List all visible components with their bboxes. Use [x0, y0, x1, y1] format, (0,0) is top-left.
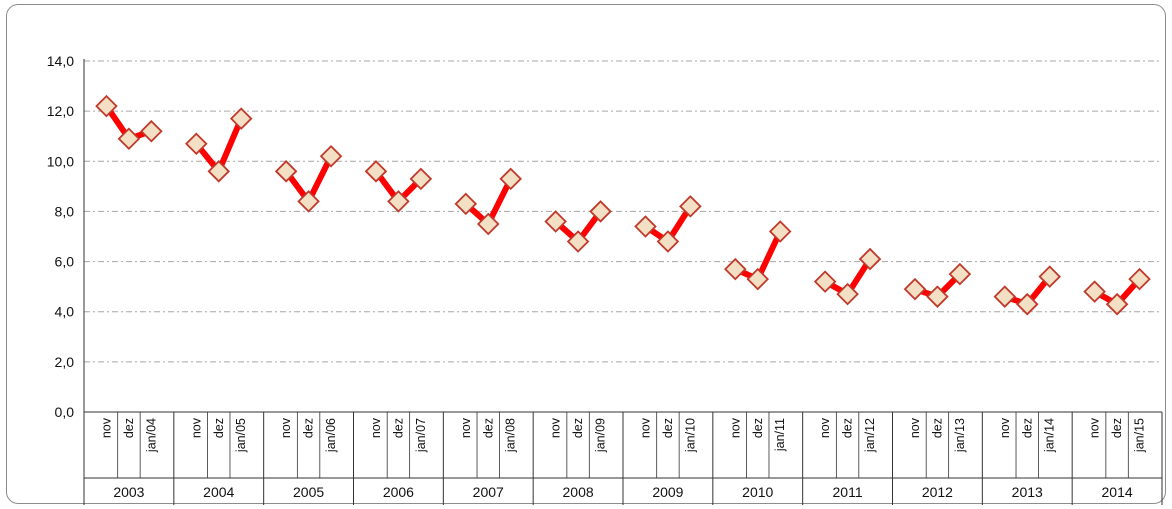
- data-point: [836, 282, 859, 306]
- y-tick-label: 0,0: [55, 404, 75, 420]
- x-tick-label: jan/12: [863, 418, 877, 453]
- x-tick-label: nov: [908, 417, 922, 438]
- data-point: [544, 210, 567, 233]
- year-label: 2003: [113, 484, 144, 500]
- x-tick-label: jan/05: [234, 418, 248, 453]
- y-tick-label: 12,0: [47, 103, 74, 119]
- x-tick-label: nov: [99, 417, 113, 438]
- data-point: [656, 230, 680, 253]
- x-tick-label: nov: [818, 417, 832, 438]
- data-point: [1015, 292, 1039, 316]
- data-point: [1083, 280, 1106, 303]
- x-tick-label: nov: [998, 417, 1012, 438]
- x-tick-label: dez: [751, 418, 765, 438]
- y-tick-label: 14,0: [47, 53, 74, 69]
- year-label: 2014: [1102, 484, 1133, 500]
- year-label: 2009: [652, 484, 683, 500]
- x-tick-label: dez: [302, 418, 316, 438]
- x-tick-label: jan/14: [1043, 418, 1057, 453]
- data-point: [95, 94, 118, 118]
- year-label: 2010: [742, 484, 773, 500]
- year-label: 2007: [473, 484, 504, 500]
- data-point: [499, 167, 522, 191]
- data-point: [185, 132, 208, 156]
- x-tick-label: jan/11: [773, 418, 787, 452]
- data-point: [364, 160, 388, 183]
- data-point: [1038, 265, 1061, 288]
- y-tick-label: 2,0: [55, 354, 75, 370]
- data-point: [634, 215, 657, 238]
- x-tick-label: dez: [1110, 418, 1124, 438]
- data-point: [679, 195, 702, 218]
- data-point: [387, 190, 410, 213]
- data-point: [476, 212, 500, 236]
- y-tick-label: 6,0: [55, 254, 75, 270]
- x-tick-label: nov: [369, 417, 383, 438]
- y-tick-label: 4,0: [55, 304, 75, 320]
- x-tick-label: nov: [189, 417, 203, 438]
- x-tick-label: jan/13: [953, 418, 967, 453]
- data-point: [409, 167, 433, 191]
- year-label: 2012: [922, 484, 953, 500]
- data-point: [813, 270, 837, 293]
- data-point: [140, 119, 163, 143]
- data-point: [454, 192, 478, 216]
- data-point: [948, 262, 972, 286]
- chart-frame: [6, 4, 1166, 504]
- data-point: [1105, 292, 1129, 316]
- x-tick-label: dez: [391, 418, 405, 438]
- x-tick-label: jan/07: [414, 418, 428, 453]
- data-point: [993, 285, 1017, 308]
- x-tick-label: dez: [212, 418, 226, 438]
- data-point: [117, 127, 141, 150]
- y-tick-label: 8,0: [55, 203, 75, 219]
- data-point: [903, 277, 927, 301]
- data-point: [926, 285, 949, 308]
- data-point: [274, 160, 298, 183]
- x-tick-label: nov: [459, 417, 473, 438]
- data-point: [746, 267, 770, 291]
- year-label: 2008: [563, 484, 594, 500]
- data-point: [229, 107, 253, 130]
- x-tick-label: dez: [481, 418, 495, 438]
- x-tick-label: jan/08: [504, 418, 518, 453]
- data-point: [589, 200, 612, 223]
- data-point: [319, 144, 343, 168]
- x-tick-label: jan/04: [144, 418, 158, 453]
- year-label: 2011: [833, 484, 863, 500]
- data-point: [566, 230, 590, 253]
- year-label: 2013: [1012, 484, 1043, 500]
- x-tick-label: jan/15: [1133, 418, 1147, 453]
- x-tick-label: nov: [549, 417, 563, 438]
- x-tick-label: dez: [571, 418, 585, 438]
- x-tick-label: dez: [930, 418, 944, 438]
- x-tick-label: jan/10: [683, 418, 697, 453]
- x-tick-label: jan/06: [324, 418, 338, 453]
- x-tick-label: jan/09: [594, 418, 608, 453]
- x-tick-label: nov: [638, 417, 652, 438]
- data-point: [1128, 267, 1151, 291]
- year-label: 2004: [203, 484, 234, 500]
- x-tick-label: dez: [841, 418, 855, 438]
- year-label: 2006: [383, 484, 414, 500]
- data-point: [724, 257, 747, 281]
- data-point: [207, 160, 231, 183]
- data-point: [858, 247, 882, 271]
- year-label: 2005: [293, 484, 324, 500]
- x-tick-label: nov: [728, 417, 742, 438]
- x-tick-label: nov: [1088, 417, 1102, 438]
- y-tick-label: 10,0: [47, 153, 74, 169]
- x-tick-label: nov: [279, 417, 293, 438]
- x-tick-label: dez: [122, 418, 136, 438]
- data-point: [768, 220, 792, 243]
- x-tick-label: dez: [661, 418, 675, 438]
- x-tick-label: dez: [1020, 418, 1034, 438]
- data-point: [297, 190, 320, 213]
